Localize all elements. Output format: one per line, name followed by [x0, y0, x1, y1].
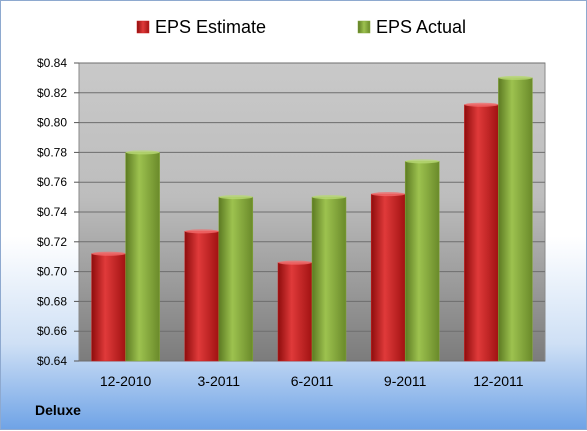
bar-top-highlight — [218, 195, 253, 200]
bar-actual-1 — [218, 196, 254, 362]
y-tick-label: $0.72 — [37, 235, 67, 249]
y-tick-label: $0.70 — [37, 265, 67, 279]
x-axis-ticks: 12-2010 3-2011 6-2011 9-2011 12-2011 — [100, 373, 524, 389]
y-tick-label: $0.64 — [37, 354, 67, 368]
y-tick-label: $0.78 — [37, 145, 67, 159]
bar-top-highlight — [184, 229, 219, 234]
y-tick-label: $0.76 — [37, 175, 67, 189]
legend-swatch-actual — [357, 20, 371, 34]
y-tick-label: $0.80 — [37, 116, 67, 130]
bar-actual-4 — [498, 77, 533, 362]
y-tick-label: $0.84 — [37, 56, 67, 70]
bar-actual-0 — [125, 152, 160, 362]
legend-swatch-estimate — [136, 20, 150, 34]
bar-estimate-1 — [184, 231, 220, 362]
bar-top-highlight — [278, 260, 312, 265]
x-tick-label: 3-2011 — [198, 373, 241, 389]
x-tick-label: 6-2011 — [291, 373, 334, 389]
plot-area: $0.64 $0.66 $0.68 $0.70 $0.72 $0.74 $0.76 $0.78… — [37, 56, 546, 389]
bar-top-highlight — [312, 195, 346, 200]
legend-label-actual: EPS Actual — [376, 17, 466, 37]
bar-actual-2 — [311, 196, 347, 362]
bar-top-highlight — [371, 192, 406, 197]
bar-top-highlight — [498, 75, 533, 80]
y-axis-ticks: $0.64 $0.66 $0.68 $0.70 $0.72 $0.74 $0.76 $0.78… — [37, 56, 79, 368]
bar-actual-3 — [404, 161, 440, 362]
y-tick-label: $0.82 — [37, 86, 67, 100]
bar-top-highlight — [405, 159, 440, 164]
company-label: Deluxe — [35, 402, 81, 418]
bar-top-highlight — [91, 251, 126, 256]
bars — [91, 75, 533, 362]
y-tick-label: $0.66 — [37, 324, 67, 338]
bar-top-highlight — [464, 102, 499, 107]
x-tick-label: 9-2011 — [384, 373, 427, 389]
legend: EPS Estimate EPS Actual — [136, 17, 466, 37]
legend-label-estimate: EPS Estimate — [155, 17, 266, 37]
x-tick-label: 12-2010 — [100, 373, 152, 389]
bar-estimate-3 — [370, 193, 406, 362]
x-tick-label: 12-2011 — [473, 373, 524, 389]
bar-estimate-2 — [277, 262, 313, 362]
bar-estimate-4 — [464, 104, 499, 362]
bar-estimate-0 — [91, 253, 126, 362]
bar-top-highlight — [125, 150, 160, 155]
y-tick-label: $0.74 — [37, 205, 67, 219]
y-tick-label: $0.68 — [37, 294, 67, 308]
